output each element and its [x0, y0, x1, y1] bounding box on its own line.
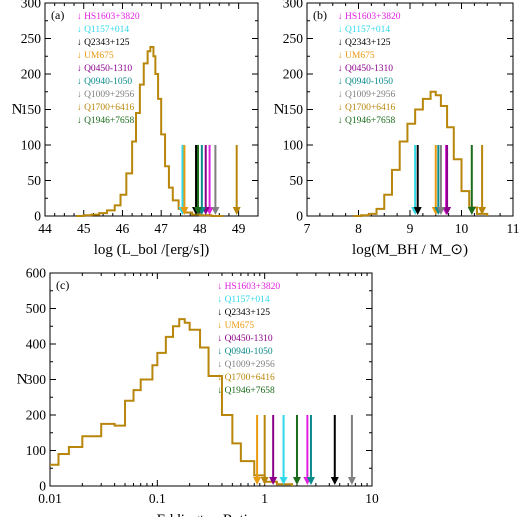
legend-entry: ↓ Q1157+014	[217, 295, 269, 305]
marker-arrowhead	[180, 207, 189, 215]
legend-entry: ↓ Q0450-1310	[77, 64, 132, 74]
x-tick-label: 48	[193, 221, 207, 236]
x-tick-label: 0.1	[149, 491, 166, 506]
legend-entry: ↓ Q1009+2956	[217, 360, 275, 370]
y-tick-label: 500	[26, 301, 47, 316]
y-tick-label: 0	[34, 209, 41, 224]
marker-arrowhead	[413, 207, 422, 215]
x-tick-label: 45	[77, 221, 91, 236]
legend-entry: ↓ Q1700+6416	[217, 373, 275, 383]
legend-entry: ↓ Q0940-1050	[217, 347, 272, 357]
marker-arrowhead	[467, 207, 476, 215]
y-tick-label: 250	[283, 31, 304, 46]
legend-entry: ↓ Q1700+6416	[338, 103, 396, 113]
legend-entry: ↓ Q1946+7658	[338, 116, 396, 126]
x-tick-label: 8	[355, 221, 362, 236]
legend-entry: ↓ Q1009+2956	[338, 90, 396, 100]
legend-entry: ↓ HS1603+3820	[77, 12, 140, 22]
x-tick-label: 10	[365, 491, 379, 506]
legend-entry: ↓ Q2343+125	[77, 38, 130, 48]
panel-label: (a)	[51, 8, 64, 22]
panel-a: 0 50 100 150 200 250 300 44 45 46 47 48 49 ↓ HS1603+3…	[12, 0, 259, 258]
y-axis-label: N	[17, 372, 28, 388]
x-tick-label: 7	[304, 221, 311, 236]
x-axis-label: Eddington Ratio ε	[157, 512, 266, 517]
y-tick-label: 300	[26, 372, 47, 387]
legend-entry: ↓ HS1603+3820	[338, 12, 401, 22]
marker-arrowhead	[478, 207, 487, 215]
y-tick-label: 150	[283, 102, 304, 117]
panel-label: (b)	[313, 8, 327, 22]
y-tick-label: 300	[21, 0, 42, 11]
marker-arrowhead	[269, 477, 278, 485]
legend-entry: ↓ Q0450-1310	[338, 64, 393, 74]
y-tick-label: 250	[21, 31, 42, 46]
marker-arrowhead	[279, 477, 288, 485]
marker-arrowhead	[211, 207, 220, 215]
y-tick-label: 200	[26, 408, 47, 423]
marker-arrowhead	[253, 477, 262, 485]
legend-entry: ↓ UM675	[217, 321, 254, 331]
y-tick-label: 100	[21, 138, 42, 153]
histogram-line	[50, 318, 294, 486]
marker-arrowhead	[436, 207, 445, 215]
y-axis-label: N	[12, 102, 23, 118]
marker-arrowhead	[443, 207, 452, 215]
legend-entry: ↓ Q2343+125	[338, 38, 391, 48]
legend-entry: ↓ UM675	[338, 51, 375, 61]
y-tick-label: 100	[283, 138, 304, 153]
panel-label: (c)	[56, 278, 69, 292]
marker-arrowhead	[193, 207, 202, 215]
legend-entry: ↓ Q0450-1310	[217, 334, 272, 344]
panel-b: 0 50 100 150 200 250 300 7 8 9 10 11 ↓ HS1603+3820 ↓ …	[274, 0, 520, 258]
marker-arrowhead	[347, 477, 356, 485]
y-tick-label: 200	[21, 67, 42, 82]
y-axis-label: N	[274, 102, 285, 118]
plot-frame	[49, 272, 373, 487]
x-axis-label: log (L_bol /[erg/s])	[94, 242, 210, 258]
y-tick-label: 0	[296, 209, 303, 224]
legend-entry: ↓ Q0940-1050	[77, 77, 132, 87]
legend-entry: ↓ Q1946+7658	[217, 386, 275, 396]
y-tick-label: 150	[21, 102, 42, 117]
legend-entry: ↓ Q0940-1050	[338, 77, 393, 87]
legend-entry: ↓ Q1700+6416	[77, 103, 135, 113]
x-tick-label: 47	[154, 221, 168, 236]
x-axis-label: log(M_BH / M_⊙)	[352, 242, 468, 258]
y-tick-label: 50	[28, 173, 42, 188]
marker-arrowhead	[292, 477, 301, 485]
y-tick-label: 0	[39, 479, 46, 494]
y-tick-label: 50	[290, 173, 304, 188]
x-tick-label: 0.01	[38, 491, 62, 506]
legend-entry: ↓ Q1157+014	[338, 25, 390, 35]
x-tick-label: 11	[507, 221, 520, 236]
legend-entry: ↓ HS1603+3820	[217, 282, 280, 292]
y-tick-label: 200	[283, 67, 304, 82]
x-tick-label: 9	[407, 221, 414, 236]
x-tick-label: 44	[38, 221, 52, 236]
marker-arrowhead	[330, 477, 339, 485]
marker-arrowhead	[232, 207, 241, 215]
legend-entry: ↓ Q1946+7658	[77, 116, 135, 126]
y-tick-label: 400	[26, 337, 47, 352]
y-tick-label: 300	[283, 0, 304, 11]
panel-c: 0 100 200 300 400 500 600 0.01 0.1 1 10 ↓ HS1603+38…	[17, 266, 379, 517]
histogram-line	[353, 90, 489, 217]
x-tick-label: 49	[232, 221, 246, 236]
legend-entry: ↓ UM675	[77, 51, 114, 61]
x-tick-label: 10	[455, 221, 469, 236]
legend-entry: ↓ Q1009+2956	[77, 90, 135, 100]
legend-entry: ↓ Q2343+125	[217, 308, 270, 318]
marker-arrowhead	[306, 477, 315, 485]
x-tick-label: 46	[116, 221, 130, 236]
legend-entry: ↓ Q1157+014	[77, 25, 129, 35]
x-tick-label: 1	[261, 491, 268, 506]
y-tick-label: 100	[26, 443, 47, 458]
y-tick-label: 600	[26, 266, 47, 281]
marker-arrowhead	[260, 477, 269, 485]
